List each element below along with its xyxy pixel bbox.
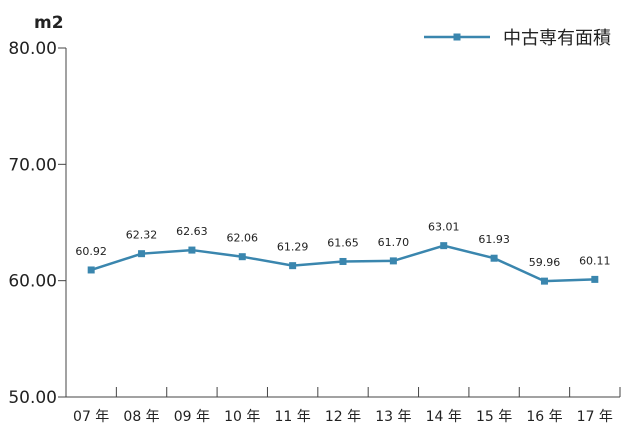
x-category-label: 11 年 (275, 409, 311, 425)
data-point-marker (389, 257, 397, 265)
data-point-marker (238, 253, 246, 261)
y-axis-ticks: 80.00 70.00 60.00 50.00 (8, 39, 66, 408)
data-point-marker (540, 277, 548, 285)
data-point-marker (138, 250, 146, 258)
x-category-label: 12 年 (325, 409, 361, 425)
data-value-label: 60.92 (75, 245, 107, 258)
legend: 中古専有面積 (424, 28, 611, 49)
y-tick-label: 60.00 (8, 272, 57, 292)
data-labels-group: 60.92 62.32 62.63 62.06 61.29 61.65 61.70 63.01… (75, 221, 610, 269)
data-value-label: 61.29 (277, 241, 309, 254)
series-line-group (87, 242, 599, 285)
data-value-label: 63.01 (428, 221, 460, 234)
data-value-label: 59.96 (529, 256, 561, 269)
x-category-label: 09 年 (174, 409, 210, 425)
x-category-label: 07 年 (73, 409, 109, 425)
x-category-label: 15 年 (476, 409, 512, 425)
data-point-marker (188, 246, 196, 254)
y-axis-unit-label: m2 (34, 13, 64, 33)
data-value-label: 61.70 (378, 236, 410, 249)
data-point-marker (591, 275, 599, 283)
y-tick-label: 80.00 (8, 39, 57, 59)
data-point-marker (289, 262, 297, 270)
data-value-label: 61.93 (478, 233, 510, 246)
y-tick-label: 50.00 (8, 388, 57, 408)
data-point-marker (490, 254, 498, 262)
x-category-label: 16 年 (526, 409, 562, 425)
data-value-label: 62.32 (126, 229, 158, 242)
data-value-label: 61.65 (327, 236, 359, 249)
data-value-label: 60.11 (579, 254, 611, 267)
y-tick-label: 70.00 (8, 155, 57, 175)
x-category-label: 08 年 (123, 409, 159, 425)
x-category-label: 17 年 (577, 409, 613, 425)
data-point-marker (87, 266, 95, 274)
x-category-label: 10 年 (224, 409, 260, 425)
data-point-marker (339, 257, 347, 265)
x-category-label: 14 年 (426, 409, 462, 425)
data-point-marker (440, 242, 448, 250)
x-category-label: 13 年 (375, 409, 411, 425)
data-value-label: 62.06 (227, 232, 259, 245)
legend-marker-swatch (453, 33, 461, 41)
x-axis-ticks: 07 年 08 年 09 年 10 年 11 年 12 年 13 年 14 年 15 年 16 年… (73, 387, 621, 425)
legend-series-label: 中古専有面積 (503, 28, 611, 49)
data-value-label: 62.63 (176, 225, 208, 238)
